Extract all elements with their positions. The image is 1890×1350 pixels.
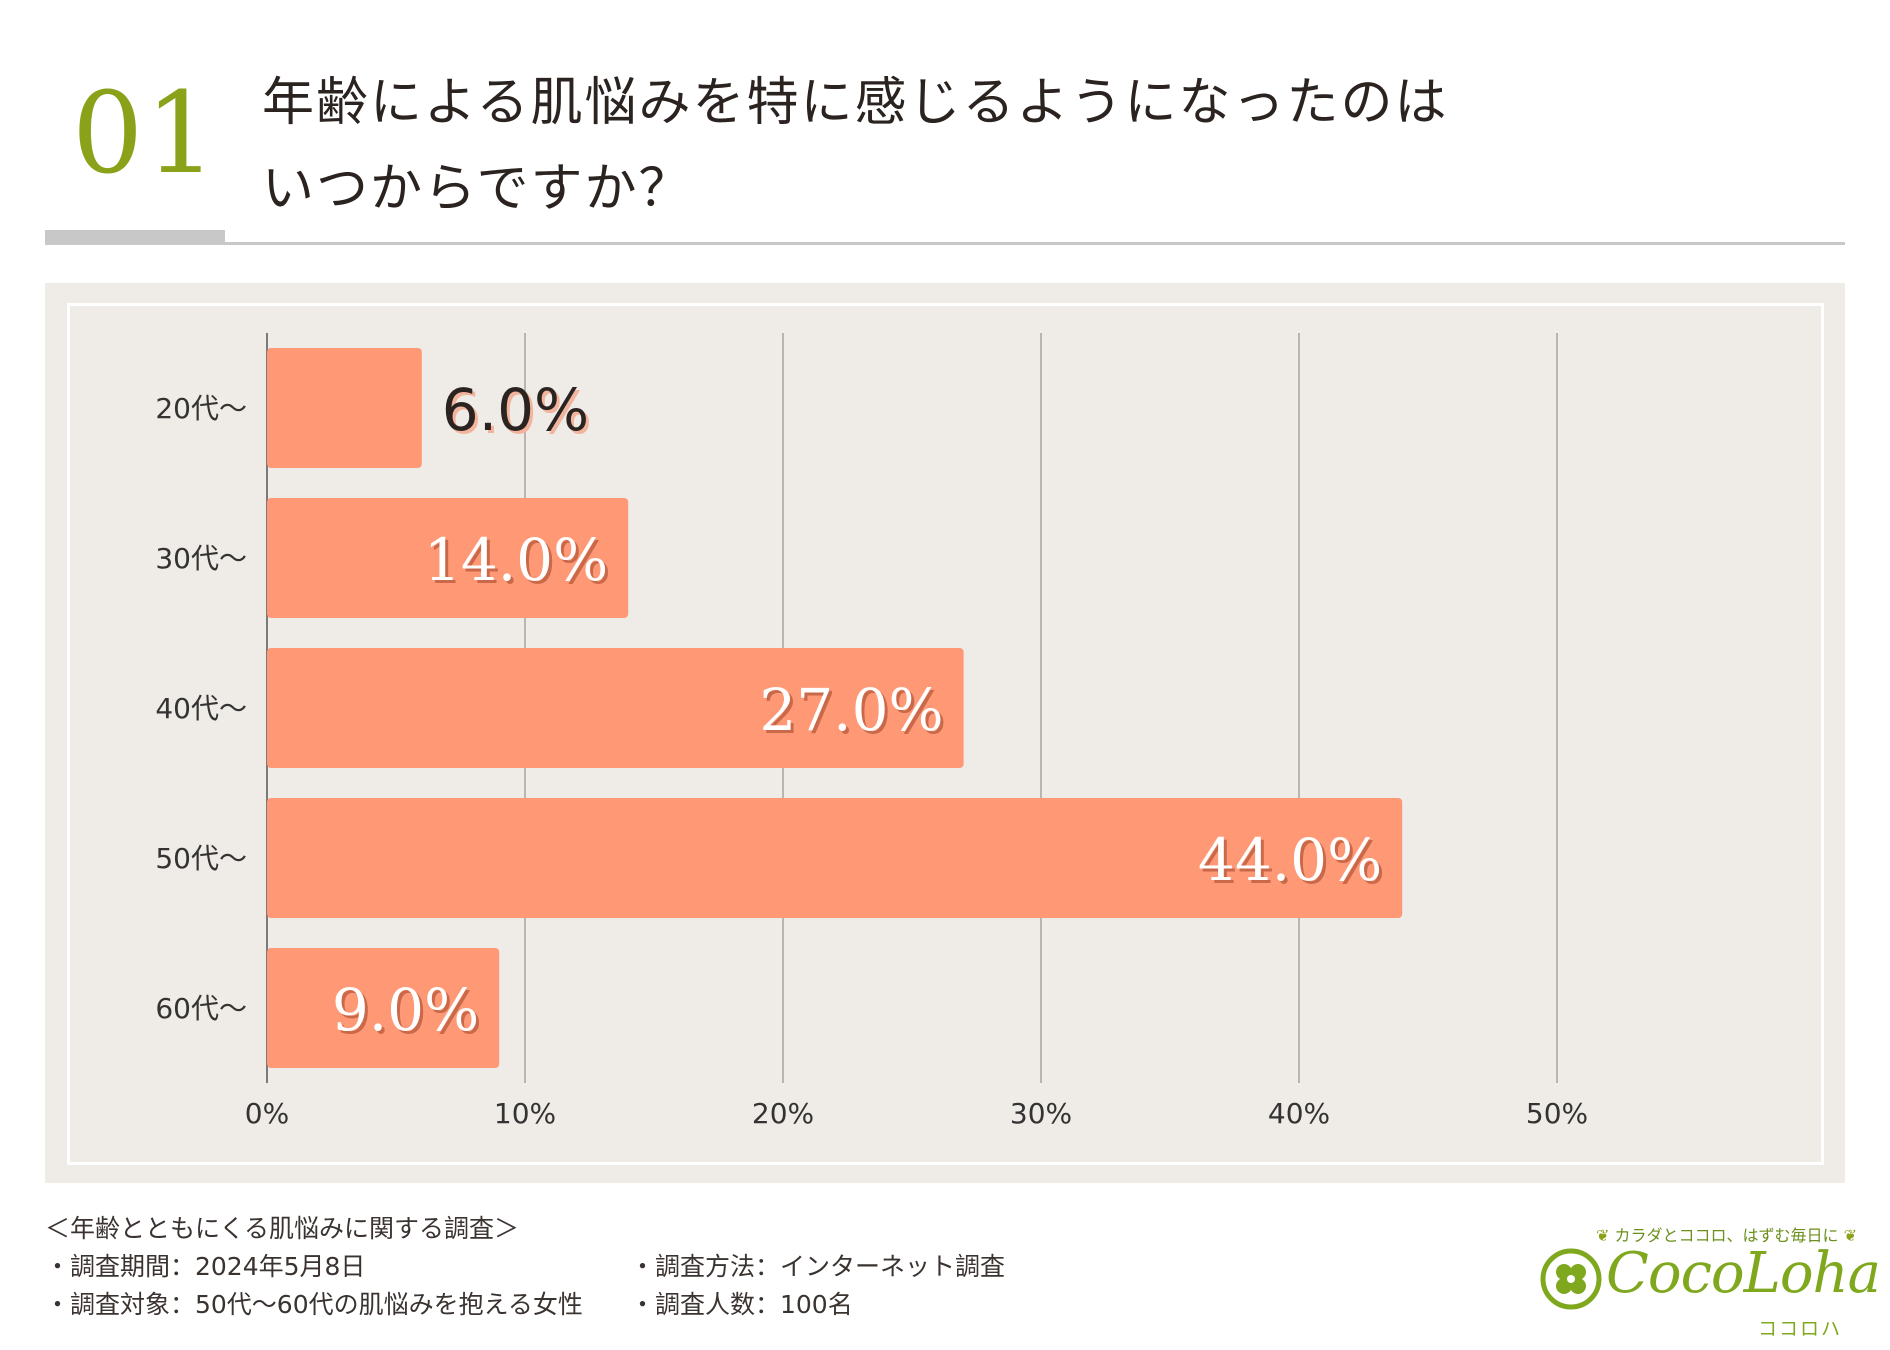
bar: [267, 948, 500, 1068]
bar: [267, 648, 964, 768]
survey-title: ＜年齢とともにくる肌悩みに関する調査＞: [45, 1214, 520, 1243]
cocoloha-logo: ❦ カラダとココロ、はずむ毎日に ❦ CocoLoha ココロハ: [1540, 1222, 1881, 1340]
y-tick-label: 30代～: [155, 542, 247, 575]
bar-chart: 0% 10% 20% 30% 40% 50%20代～ 6.0%6.0%30代～ 14.0%14…: [155, 333, 1588, 1130]
question-number: 01: [72, 69, 219, 199]
data-label-shadow: 44.0%: [1201, 829, 1385, 897]
leaf-icon: ❦: [1596, 1226, 1610, 1245]
data-label-shadow: 6.0%: [445, 379, 592, 447]
question-title-line2: いつからですか？: [262, 159, 693, 219]
x-tick-label: 40%: [1268, 1097, 1330, 1130]
data-label-shadow: 14.0%: [427, 529, 611, 597]
logo-tagline-text: カラダとココロ、はずむ毎日に: [1614, 1226, 1839, 1245]
y-tick-label: 40代～: [155, 692, 247, 725]
survey-count: ・調査人数：100名: [630, 1290, 853, 1319]
leaf-icon: ❦: [1843, 1226, 1858, 1245]
data-label: 6.0%: [442, 376, 589, 444]
survey-period: ・調査期間：2024年5月8日: [45, 1252, 366, 1281]
question-title-line1: 年齢による肌悩みを特に感じるようになったのは: [262, 73, 1449, 133]
x-tick-label: 30%: [1010, 1097, 1072, 1130]
x-tick-label: 0%: [245, 1097, 289, 1130]
data-label: 27.0%: [759, 676, 943, 744]
survey-info: ＜年齢とともにくる肌悩みに関する調査＞ ・調査期間：2024年5月8日 ・調査方…: [45, 1210, 1005, 1324]
data-label: 14.0%: [424, 526, 608, 594]
data-label-shadow: 27.0%: [762, 679, 946, 747]
question-title: 年齢による肌悩みを特に感じるようになったのは いつからですか？: [262, 60, 1762, 232]
logo-kana: ココロハ: [1758, 1318, 1843, 1340]
labels: 0% 10% 20% 30% 40% 50%20代～ 6.0%6.0%30代～ 14.0%14…: [155, 376, 1588, 1130]
bar: [267, 798, 1403, 918]
survey-target: ・調査対象：50代～60代の肌悩みを抱える女性: [45, 1290, 583, 1319]
logo-tagline: ❦ カラダとココロ、はずむ毎日に ❦: [1596, 1222, 1857, 1246]
data-label-shadow: 9.0%: [335, 979, 482, 1047]
header-divider-accent: [45, 230, 225, 245]
y-tick-label: 20代～: [155, 392, 247, 425]
x-tick-label: 10%: [494, 1097, 556, 1130]
data-label: 44.0%: [1198, 826, 1382, 894]
y-tick-label: 60代～: [155, 992, 247, 1025]
y-tick-label: 50代～: [155, 842, 247, 875]
header-divider: [45, 242, 1845, 245]
bar: [267, 498, 629, 618]
logo-name: CocoLoha: [1606, 1241, 1881, 1306]
chart-panel: 0% 10% 20% 30% 40% 50% 20代～ 6.0% 6.0% 30代～ 14.0% 14…: [45, 283, 1845, 1183]
data-label: 9.0%: [332, 976, 479, 1044]
x-tick-label: 50%: [1526, 1097, 1588, 1130]
x-tick-label: 20%: [752, 1097, 814, 1130]
clover-leaf-icon: [1540, 1248, 1602, 1310]
survey-method: ・調査方法：インターネット調査: [630, 1252, 1006, 1281]
bars: [267, 348, 1403, 1068]
bar: [267, 348, 422, 468]
chart-panel-frame: [67, 303, 1824, 1165]
